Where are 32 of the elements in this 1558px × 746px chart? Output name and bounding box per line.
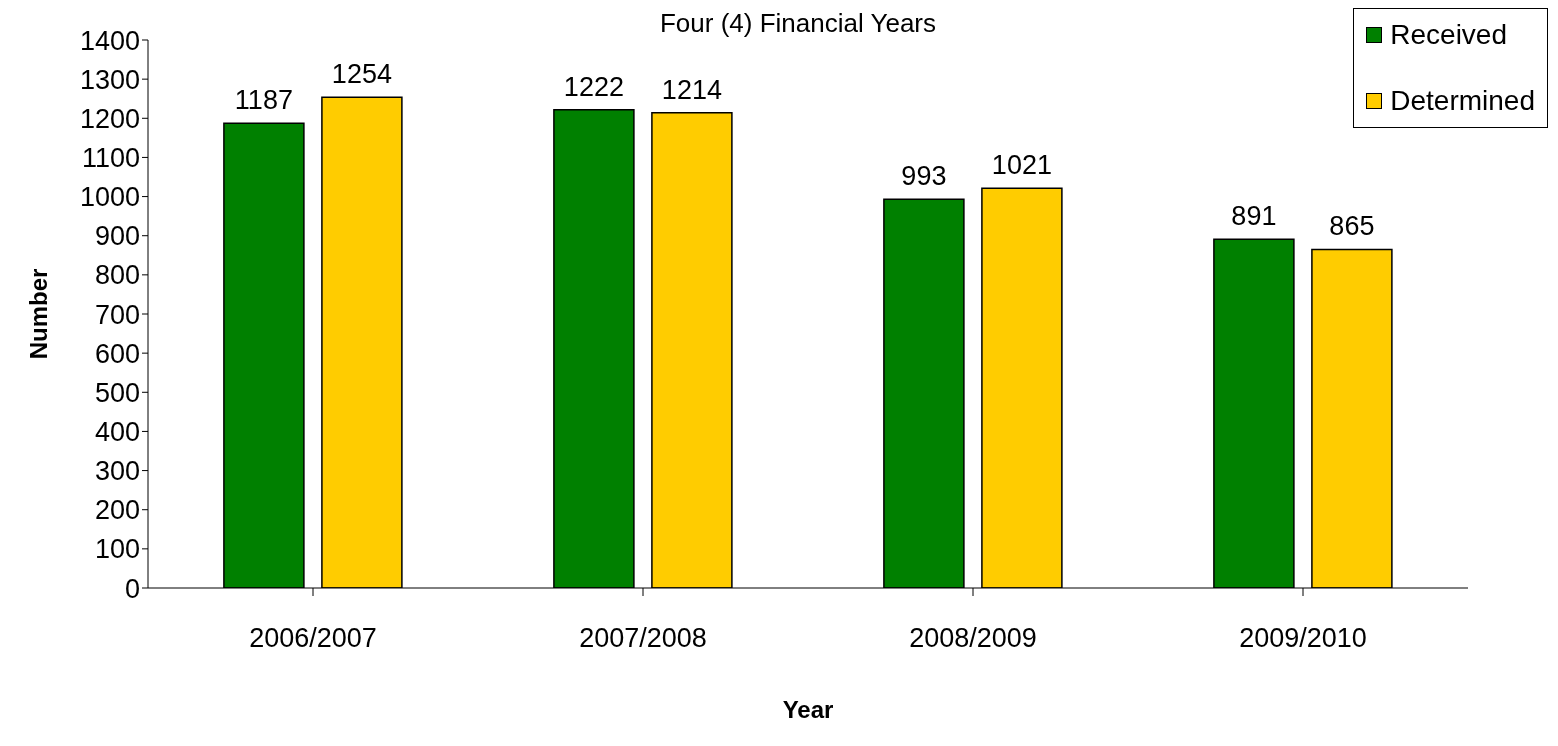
data-label: 1222 [563,71,624,102]
y-tick-label: 500 [94,377,140,408]
data-label: 1021 [991,150,1052,181]
y-tick-label: 100 [94,534,140,565]
y-tick-label: 400 [94,417,140,448]
chart-title: Four (4) Financial Years [659,8,937,38]
y-tick-label: 1000 [79,182,140,213]
y-tick-label: 600 [94,338,140,369]
data-label: 891 [1231,201,1277,232]
x-tick-label: 2007/2008 [579,623,707,654]
data-label: 1214 [661,74,722,105]
data-label: 1254 [331,59,392,90]
y-axis-title: Number [24,268,52,360]
x-tick-label: 2006/2007 [249,623,377,654]
y-tick-label: 1300 [79,64,140,95]
data-label: 993 [901,161,947,192]
x-axis-title: Year [782,696,834,723]
y-tick-label: 1200 [79,103,140,134]
y-tick-label: 700 [94,299,140,330]
y-tick-label: 900 [94,221,140,252]
y-tick-label: 300 [94,456,140,487]
x-tick-label: 2008/2009 [909,623,1037,654]
legend-label: Received [1390,19,1507,51]
y-tick-label: 800 [94,260,140,291]
x-tick-label: 2009/2010 [1239,623,1367,654]
data-label: 865 [1329,211,1375,242]
data-label: 1187 [234,85,293,116]
y-tick-label: 1400 [79,25,140,56]
y-tick-label: 0 [124,573,140,604]
legend-label: Determined [1390,85,1535,117]
y-tick-label: 200 [94,495,140,526]
y-tick-label: 1100 [81,143,140,174]
